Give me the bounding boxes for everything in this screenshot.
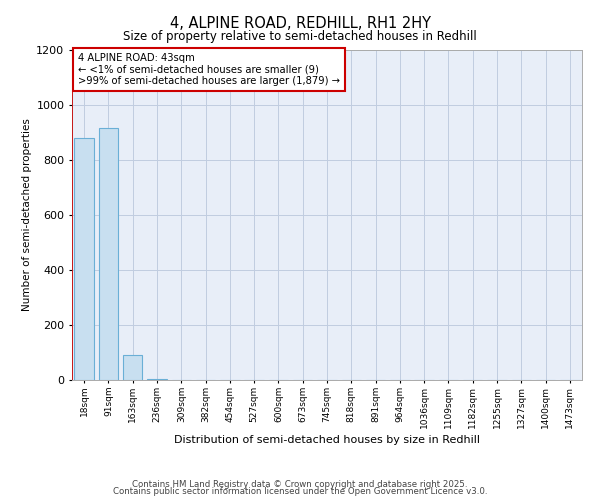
Y-axis label: Number of semi-detached properties: Number of semi-detached properties — [22, 118, 32, 312]
X-axis label: Distribution of semi-detached houses by size in Redhill: Distribution of semi-detached houses by … — [174, 434, 480, 444]
Bar — [123, 355, 142, 380]
Text: Contains public sector information licensed under the Open Government Licence v3: Contains public sector information licen… — [113, 488, 487, 496]
Bar — [147, 378, 167, 380]
Text: Size of property relative to semi-detached houses in Redhill: Size of property relative to semi-detach… — [123, 30, 477, 43]
Text: 4 ALPINE ROAD: 43sqm
← <1% of semi-detached houses are smaller (9)
>99% of semi-: 4 ALPINE ROAD: 43sqm ← <1% of semi-detac… — [78, 52, 340, 86]
Bar — [99, 128, 118, 380]
Bar — [74, 138, 94, 380]
Text: Contains HM Land Registry data © Crown copyright and database right 2025.: Contains HM Land Registry data © Crown c… — [132, 480, 468, 489]
Text: 4, ALPINE ROAD, REDHILL, RH1 2HY: 4, ALPINE ROAD, REDHILL, RH1 2HY — [170, 16, 431, 31]
